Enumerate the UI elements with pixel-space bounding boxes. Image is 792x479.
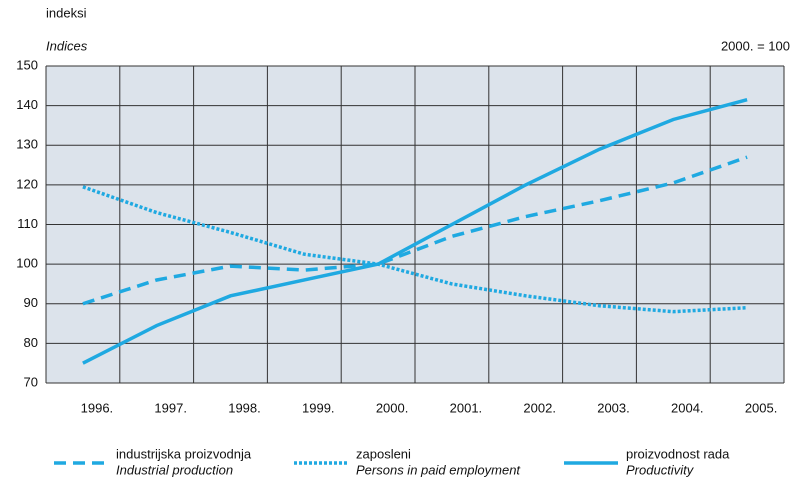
x-tick-label: 1997. xyxy=(154,400,187,415)
legend-label: proizvodnost rada xyxy=(626,446,730,461)
x-tick-label: 2004. xyxy=(671,400,704,415)
legend-label-en: Persons in paid employment xyxy=(356,462,521,477)
x-tick-label: 1999. xyxy=(302,400,335,415)
x-tick-label: 2002. xyxy=(523,400,556,415)
y-tick-label: 150 xyxy=(16,57,38,72)
x-tick-label: 2000. xyxy=(376,400,409,415)
x-tick-label: 1996. xyxy=(81,400,114,415)
y-tick-label: 120 xyxy=(16,176,38,191)
x-tick-label: 2003. xyxy=(597,400,630,415)
y-axis-label: indeksi xyxy=(46,5,87,20)
legend-label: zaposleni xyxy=(356,446,411,461)
y-tick-label: 130 xyxy=(16,137,38,152)
x-tick-label: 2001. xyxy=(450,400,483,415)
y-tick-label: 90 xyxy=(24,295,38,310)
series-line xyxy=(82,155,748,306)
series-line xyxy=(82,97,748,365)
legend-label-en: Productivity xyxy=(626,462,695,477)
y-tick-label: 80 xyxy=(24,335,38,350)
y-tick-label: 110 xyxy=(17,216,38,231)
y-tick-label: 100 xyxy=(16,256,38,271)
y-axis-label-en: Indices xyxy=(46,38,88,53)
base-note: 2000. = 100 xyxy=(721,38,790,53)
legend-label: industrijska proizvodnja xyxy=(116,446,252,461)
y-tick-label: 70 xyxy=(24,374,38,389)
x-tick-label: 2005. xyxy=(745,400,778,415)
y-tick-label: 140 xyxy=(16,97,38,112)
series-line xyxy=(82,185,748,314)
x-tick-label: 1998. xyxy=(228,400,261,415)
legend-label-en: Industrial production xyxy=(116,462,233,477)
